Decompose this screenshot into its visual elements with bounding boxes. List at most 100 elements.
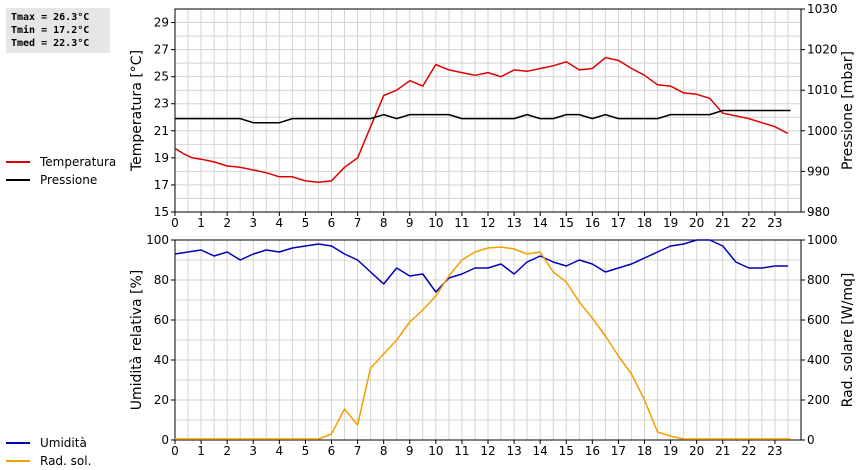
hum-chart-xtick-label: 20 <box>689 444 704 458</box>
temp-chart-ytick-left-label: 17 <box>154 178 169 192</box>
legend-swatch-pressione <box>6 179 30 181</box>
legend-top: Temperatura Pressione <box>6 153 116 189</box>
temp-chart-xtick-label: 11 <box>454 216 469 230</box>
hum-chart-ytick-right-label: 1000 <box>807 233 838 247</box>
hum-chart-ytick-right-label: 800 <box>807 273 830 287</box>
temp-chart-xtick-label: 8 <box>380 216 388 230</box>
hum-chart-xtick-label: 15 <box>559 444 574 458</box>
temp-chart-xtick-label: 20 <box>689 216 704 230</box>
temp-chart-ytick-left-label: 15 <box>154 205 169 219</box>
temp-chart-ytick-right-label: 1010 <box>807 83 838 97</box>
temp-chart: 0 1 2 3 4 5 6 7 8 9 10 11 12 13 14 15 16 17 18 19 20 21 22 2315… <box>129 2 856 230</box>
hum-chart-right-axis-title: Rad. solare [W/mq] <box>840 273 856 408</box>
temp-chart-xtick-label: 1 <box>197 216 205 230</box>
hum-chart-xtick-label: 14 <box>533 444 548 458</box>
legend-item-umidita: Umidità <box>6 434 91 452</box>
hum-chart-series-rad-sol- <box>175 246 791 440</box>
temp-chart-xtick-label: 6 <box>328 216 336 230</box>
temp-chart-xtick-label: 9 <box>406 216 414 230</box>
hum-chart-xtick-label: 3 <box>249 444 257 458</box>
hum-chart-xtick-label: 7 <box>354 444 362 458</box>
temp-chart-xtick-label: 21 <box>715 216 730 230</box>
temp-chart-ytick-left-label: 19 <box>154 151 169 165</box>
temp-chart-xtick-label: 13 <box>506 216 521 230</box>
temp-chart-xtick-label: 14 <box>533 216 548 230</box>
hum-chart-xtick-label: 22 <box>741 444 756 458</box>
tmin-label: Tmin = 17.2°C <box>11 25 90 36</box>
temp-chart-xtick-label: 10 <box>428 216 443 230</box>
temp-chart-ytick-left-label: 21 <box>154 124 169 138</box>
hum-chart-ytick-left-label: 100 <box>146 233 169 247</box>
hum-chart-xtick-label: 19 <box>663 444 678 458</box>
hum-chart-ytick-right-label: 400 <box>807 353 830 367</box>
hum-chart-ytick-left-label: 80 <box>154 273 169 287</box>
legend-swatch-umidita <box>6 442 30 444</box>
hum-chart-xtick-label: 4 <box>276 444 284 458</box>
temp-chart-xtick-label: 19 <box>663 216 678 230</box>
hum-chart-left-axis-title: Umidità relativa [%] <box>129 270 145 411</box>
temp-chart-right-axis-title: Pressione [mbar] <box>840 51 856 170</box>
charts-canvas: 0 1 2 3 4 5 6 7 8 9 10 11 12 13 14 15 16 17 18 19 20 21 22 2315… <box>129 2 856 458</box>
temp-chart-xtick-label: 4 <box>276 216 284 230</box>
hum-chart-ytick-right-label: 0 <box>807 433 815 447</box>
hum-chart-xtick-label: 12 <box>480 444 495 458</box>
hum-chart-xtick-label: 18 <box>637 444 652 458</box>
stats-box: Tmax = 26.3°C Tmin = 17.2°C Tmed = 22.3°… <box>6 8 110 53</box>
temp-chart-ytick-right-label: 1030 <box>807 2 838 16</box>
temp-chart-series-pressione <box>175 109 791 124</box>
temp-chart-ytick-left-label: 27 <box>154 43 169 57</box>
hum-chart-series-umidit- <box>174 239 788 293</box>
legend-label-temperatura: Temperatura <box>40 155 117 169</box>
hum-chart-xtick-label: 8 <box>380 444 388 458</box>
temp-chart-ytick-right-label: 1000 <box>807 124 838 138</box>
hum-chart-xtick-label: 1 <box>197 444 205 458</box>
temp-chart-ytick-right-label: 980 <box>807 205 830 219</box>
hum-chart-ytick-right-label: 200 <box>807 393 830 407</box>
legend-swatch-radsol <box>6 460 30 462</box>
temp-chart-xtick-label: 0 <box>171 216 179 230</box>
tmed-label: Tmed = 22.3°C <box>11 38 90 49</box>
temp-chart-xtick-label: 15 <box>559 216 574 230</box>
hum-chart-xtick-label: 9 <box>406 444 414 458</box>
hum-chart-xtick-label: 6 <box>328 444 336 458</box>
hum-chart-ytick-right-label: 600 <box>807 313 830 327</box>
temp-chart-xtick-label: 7 <box>354 216 362 230</box>
hum-chart-ytick-left-label: 40 <box>154 353 169 367</box>
hum-chart-xtick-label: 0 <box>171 444 179 458</box>
legend-item-pressione: Pressione <box>6 171 116 189</box>
temp-chart-ytick-right-label: 990 <box>807 164 830 178</box>
temp-chart-ytick-left-label: 23 <box>154 97 169 111</box>
hum-chart-xtick-label: 5 <box>302 444 310 458</box>
hum-chart-xtick-label: 17 <box>611 444 626 458</box>
temp-chart-ytick-right-label: 1020 <box>807 43 838 57</box>
hum-chart-xtick-label: 16 <box>585 444 600 458</box>
legend-label-pressione: Pressione <box>40 173 98 187</box>
temp-chart-xtick-label: 2 <box>223 216 231 230</box>
temp-chart-left-axis-title: Temperatura [°C] <box>129 50 145 172</box>
temp-chart-xtick-label: 23 <box>767 216 782 230</box>
temp-chart-xtick-label: 3 <box>249 216 257 230</box>
temp-chart-xtick-label: 22 <box>741 216 756 230</box>
legend-label-umidita: Umidità <box>40 436 87 450</box>
hum-chart-xtick-label: 2 <box>223 444 231 458</box>
temp-chart-ytick-left-label: 29 <box>154 16 169 30</box>
temp-chart-xtick-label: 16 <box>585 216 600 230</box>
hum-chart-xtick-label: 11 <box>454 444 469 458</box>
temp-chart-ytick-left-label: 25 <box>154 70 169 84</box>
hum-chart-xtick-label: 21 <box>715 444 730 458</box>
hum-chart-ytick-left-label: 60 <box>154 313 169 327</box>
temp-chart-xtick-label: 5 <box>302 216 310 230</box>
hum-chart-ytick-left-label: 0 <box>161 433 169 447</box>
hum-chart-ytick-left-label: 20 <box>154 393 169 407</box>
temp-chart-xtick-label: 12 <box>480 216 495 230</box>
temp-chart-xtick-label: 17 <box>611 216 626 230</box>
tmax-label: Tmax = 26.3°C <box>11 12 90 23</box>
hum-chart-xtick-label: 23 <box>767 444 782 458</box>
hum-chart-xtick-label: 10 <box>428 444 443 458</box>
temp-chart-xtick-label: 18 <box>637 216 652 230</box>
legend-swatch-temperatura <box>6 161 30 163</box>
hum-chart: 0 1 2 3 4 5 6 7 8 9 10 11 12 13 14 15 16 17 18 19 20 21 22 2302… <box>129 233 856 458</box>
temp-chart-series-temperatura <box>174 56 789 183</box>
hum-chart-xtick-label: 13 <box>506 444 521 458</box>
legend-item-temperatura: Temperatura <box>6 153 116 171</box>
